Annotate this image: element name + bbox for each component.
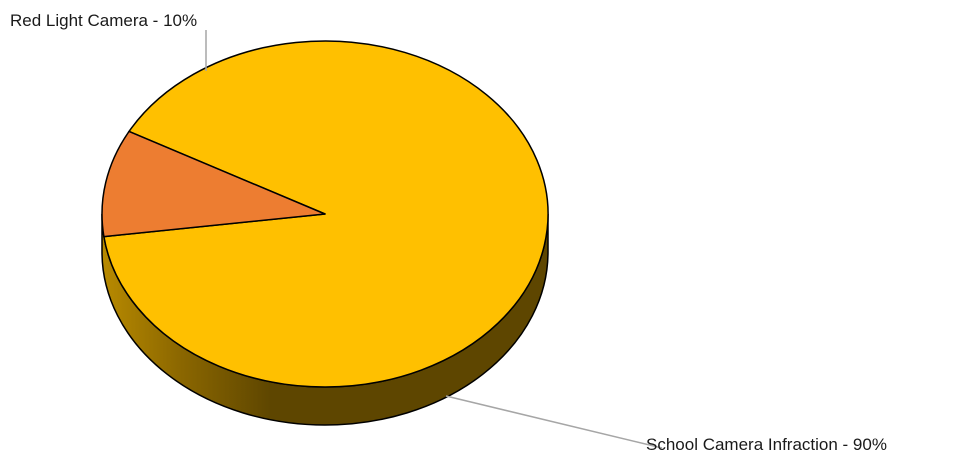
leader-line-school-camera-infraction xyxy=(445,395,663,449)
slice-red-light-camera xyxy=(101,130,326,238)
data-label-school-camera-infraction: School Camera Infraction - 90% xyxy=(646,435,887,454)
data-label-red-light-camera: Red Light Camera - 10% xyxy=(10,11,197,30)
slice-school-camera-infraction xyxy=(103,40,549,388)
